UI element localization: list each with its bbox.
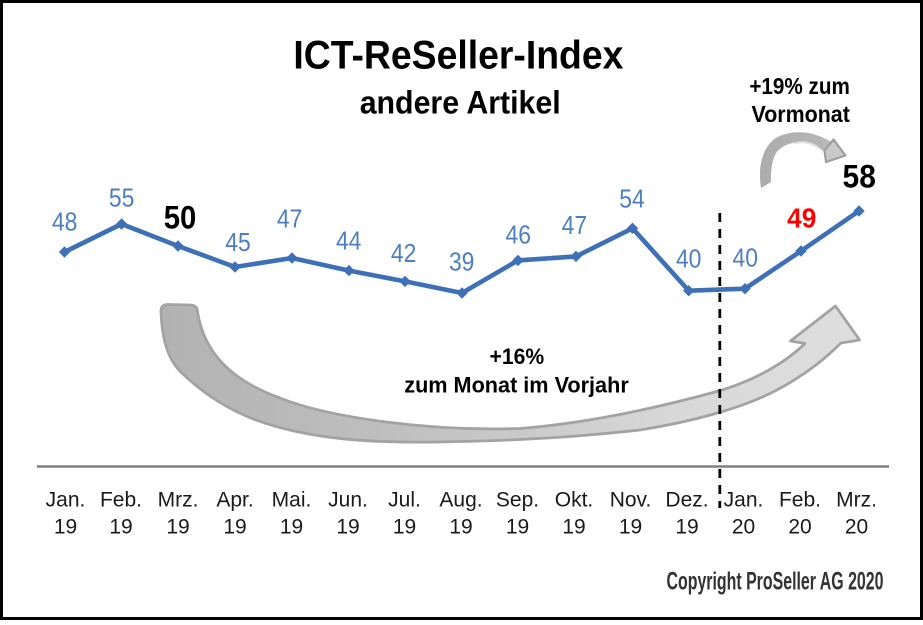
svg-text:19: 19 [393,516,416,539]
svg-text:19: 19 [675,516,698,539]
svg-text:20: 20 [788,516,811,539]
svg-text:ICT-ReSeller-Index: ICT-ReSeller-Index [293,34,623,78]
svg-text:Jul.: Jul. [388,489,421,512]
svg-text:Mai.: Mai. [272,489,312,512]
svg-text:48: 48 [52,209,78,237]
svg-text:20: 20 [732,516,755,539]
svg-text:40: 40 [676,246,702,274]
svg-text:Vormonat: Vormonat [752,101,851,127]
svg-text:Nov.: Nov. [610,489,652,512]
svg-text:19: 19 [223,516,246,539]
svg-text:Jun.: Jun. [328,489,368,512]
svg-text:45: 45 [225,229,251,257]
svg-text:Sep.: Sep. [496,489,539,512]
svg-text:Copyright ProSeller AG 2020: Copyright ProSeller AG 2020 [667,568,884,596]
svg-text:49: 49 [787,203,816,234]
svg-text:50: 50 [164,200,197,236]
svg-text:Mrz.: Mrz. [158,489,199,512]
svg-text:46: 46 [506,221,532,249]
svg-text:Jan.: Jan. [724,489,764,512]
svg-text:Feb.: Feb. [779,489,821,512]
svg-text:19: 19 [109,516,132,539]
svg-text:Aug.: Aug. [439,489,482,512]
svg-text:Jan.: Jan. [46,489,86,512]
svg-text:zum Monat im Vorjahr: zum Monat im Vorjahr [404,372,629,397]
svg-text:19: 19 [280,516,303,539]
svg-text:55: 55 [109,185,135,213]
svg-text:47: 47 [562,212,588,240]
svg-text:58: 58 [843,158,876,194]
svg-text:Apr.: Apr. [216,489,253,512]
svg-text:40: 40 [733,245,759,273]
svg-text:+19% zum: +19% zum [749,73,850,99]
svg-text:Feb.: Feb. [100,489,142,512]
svg-text:54: 54 [619,185,645,213]
svg-text:19: 19 [166,516,189,539]
svg-text:19: 19 [619,516,642,539]
svg-text:19: 19 [54,516,77,539]
svg-text:+16%: +16% [490,344,545,369]
svg-text:19: 19 [336,516,359,539]
svg-text:Mrz.: Mrz. [836,489,877,512]
svg-text:47: 47 [277,206,303,234]
svg-text:42: 42 [391,240,417,268]
svg-text:Okt.: Okt. [555,489,594,512]
svg-text:Dez.: Dez. [665,489,708,512]
svg-text:20: 20 [845,516,868,539]
svg-text:44: 44 [336,227,362,255]
svg-text:andere Artikel: andere Artikel [360,85,561,121]
svg-text:19: 19 [449,516,472,539]
svg-text:39: 39 [449,249,475,277]
svg-text:19: 19 [562,516,585,539]
svg-text:19: 19 [506,516,529,539]
